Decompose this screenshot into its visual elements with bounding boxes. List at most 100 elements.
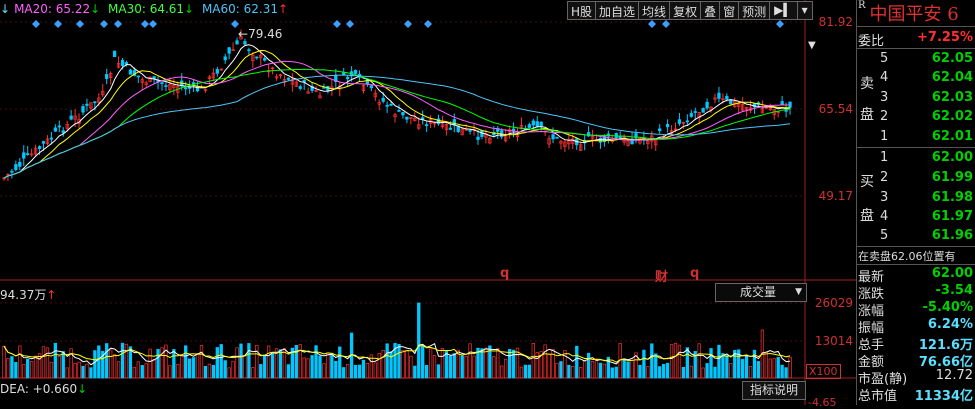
stat-row-pe: 市盈(静) 12.72 (858, 368, 975, 387)
volume-bar (673, 342, 678, 379)
candle-body (361, 84, 366, 91)
volume-bar (353, 364, 358, 379)
volume-bar (263, 354, 267, 379)
toolbar-overlay-button[interactable]: 叠 (700, 1, 721, 20)
toolbar-dropdown-icon[interactable]: ▾ (796, 1, 813, 20)
volume-bar (650, 343, 654, 379)
toolbar-adjust-button[interactable]: 复权 (669, 1, 702, 20)
candle-body (22, 152, 26, 159)
volume-indicator-select[interactable]: 成交量 ▼ (715, 283, 807, 302)
stat-label: 总手 (858, 338, 885, 353)
candle-body (405, 116, 409, 120)
volume-bar (274, 348, 279, 379)
candle-body (448, 127, 452, 130)
candle-body (393, 114, 397, 118)
candle-body (286, 77, 291, 80)
buy-level-row[interactable]: 3 61.98 (880, 190, 975, 207)
volume-bar (582, 359, 587, 379)
buy-level-row[interactable]: 5 61.96 (880, 228, 975, 245)
volume-bar (780, 364, 784, 379)
volume-bar (511, 349, 516, 379)
volume-bar (543, 344, 547, 379)
volume-bar (737, 349, 741, 379)
candle-body (2, 177, 6, 180)
volume-bar (752, 349, 757, 379)
volume-bar (547, 353, 551, 379)
stat-row-change: 涨跌 -3.54 (858, 283, 975, 302)
volume-bar (338, 346, 342, 379)
buy-level-price: 61.99 (931, 170, 973, 185)
candle-body (235, 40, 239, 45)
sell-level-row[interactable]: 2 62.02 (880, 109, 975, 126)
toolbar-add-watchlist-button[interactable]: 加自选 (595, 1, 640, 20)
price-axis-arrow-icon: ▼ (808, 40, 816, 51)
volume-bar (642, 349, 646, 379)
divider (856, 264, 975, 265)
volume-bar (318, 355, 322, 379)
candle-body (298, 86, 302, 89)
candle-body (239, 35, 243, 40)
volume-bar (215, 347, 219, 379)
buy-level-row[interactable]: 1 62.00 (880, 150, 975, 167)
sell-level-row[interactable]: 5 62.05 (880, 51, 975, 68)
toolbar-ma-button[interactable]: 均线 (638, 1, 671, 20)
volume-bar (409, 355, 413, 379)
volume-bar (203, 365, 208, 379)
indicator-help-button[interactable]: 指标说明 (742, 381, 806, 400)
weibi-row: 委比 +7.25% (858, 30, 975, 49)
candle-body (353, 70, 358, 74)
toolbar-window-button[interactable]: 窗 (719, 1, 740, 20)
buy-level-price: 61.98 (931, 190, 973, 205)
volume-bar (255, 344, 259, 379)
ma20-label: MA20: 65.22 (14, 2, 91, 16)
volume-bar (49, 361, 54, 379)
event-marker-financial[interactable]: 财 (655, 270, 669, 285)
volume-bar (330, 352, 334, 379)
event-marker-q-1[interactable]: q (500, 266, 510, 281)
volume-bar (432, 355, 437, 379)
candle-body (120, 59, 125, 67)
stat-label: 市盈(静) (858, 372, 908, 387)
candle-body (598, 137, 603, 143)
sell-level-price: 62.04 (931, 70, 973, 85)
peak-price-value: 79.46 (248, 27, 283, 41)
candle-body (381, 97, 385, 102)
volume-bar (53, 342, 57, 379)
candle-body (33, 147, 38, 155)
volume-bar (41, 346, 46, 379)
buy-level-num: 2 (880, 170, 889, 185)
kline-chart-area[interactable] (0, 0, 856, 405)
volume-bar (669, 344, 674, 379)
ma60-line (3, 74, 791, 179)
stat-row-latest: 最新 62.00 (858, 266, 975, 285)
toolbar-pin-icon[interactable]: ▶▍ (769, 1, 798, 20)
sell-level-row[interactable]: 3 62.03 (880, 90, 975, 107)
volume-bar (93, 350, 97, 379)
candle-body (389, 104, 393, 106)
volume-ma10-line (3, 344, 791, 363)
toolbar-forecast-button[interactable]: 预测 (738, 1, 771, 20)
candle-body (721, 98, 725, 101)
volume-bar (164, 344, 168, 379)
ma30-arrow: ↓ (184, 2, 195, 16)
buy-level-row[interactable]: 2 61.99 (880, 170, 975, 187)
volume-bar (551, 349, 555, 379)
candle-body (108, 72, 113, 79)
ma60-label: MA60: 62.31 (201, 2, 278, 16)
volume-bar (515, 347, 520, 379)
event-marker-q-2[interactable]: q (690, 266, 700, 281)
sell-level-row[interactable]: 1 62.01 (880, 129, 975, 146)
buy-level-num: 3 (880, 190, 889, 205)
volume-bar (89, 367, 93, 379)
toolbar-h-share-button[interactable]: H股 (567, 1, 597, 20)
volume-bar (665, 362, 670, 379)
sell-level-num: 2 (880, 109, 889, 124)
sell-level-row[interactable]: 4 62.04 (880, 70, 975, 87)
stock-name[interactable]: 中国平安 6 (869, 4, 959, 24)
candle-body (65, 123, 69, 129)
candle-body (322, 86, 326, 89)
volume-bar (480, 348, 484, 379)
event-diamond-icon (231, 20, 239, 28)
buy-level-row[interactable]: 4 61.97 (880, 209, 975, 226)
volume-bar (365, 362, 370, 379)
